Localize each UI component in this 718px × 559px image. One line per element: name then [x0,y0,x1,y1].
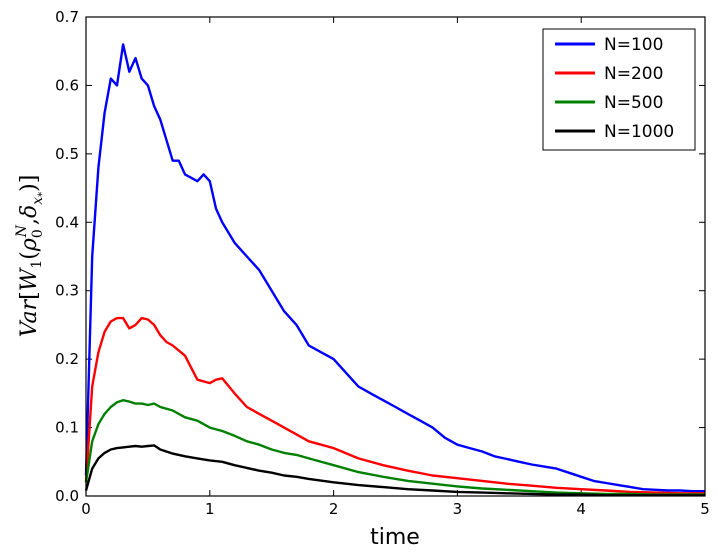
y-tick-label: 0.4 [55,213,79,231]
x-tick-label: 1 [205,500,215,518]
y-axis-title: Var[W1(ρ0N,δx*)] [14,175,48,338]
x-tick-label: 0 [81,500,91,518]
x-tick-label: 5 [700,500,710,518]
legend: N=100 N=200 N=500 N=1000 [542,28,696,151]
y-axis-ticks: 0.0 0.1 0.2 0.3 0.4 0.5 0.6 0.7 [55,8,705,505]
y-tick-label: 0.5 [55,145,79,163]
series-line-n-500 [84,399,705,496]
y-tick-label: 0.1 [55,419,79,437]
legend-label: N=1000 [604,122,674,142]
series-lines [84,43,705,497]
y-tick-label: 0.0 [55,487,79,505]
x-tick-label: 3 [453,500,463,518]
y-tick-label: 0.7 [55,8,79,26]
legend-label: N=500 [604,93,663,113]
y-tick-label: 0.2 [55,350,79,368]
svg-text:Var[W1(ρ0N,δx*)]: Var[W1(ρ0N,δx*)] [14,175,48,338]
y-tick-label: 0.6 [55,76,79,94]
x-axis-title: time [370,525,420,550]
plot-frame [85,16,706,497]
y-tick-label: 0.3 [55,282,79,300]
x-tick-label: 4 [576,500,586,518]
series-line-n-200 [84,316,705,495]
series-line-n-1000 [84,444,705,497]
legend-label: N=100 [604,35,663,55]
series-line-n-100 [84,43,705,493]
x-tick-label: 2 [329,500,339,518]
legend-label: N=200 [604,64,663,84]
